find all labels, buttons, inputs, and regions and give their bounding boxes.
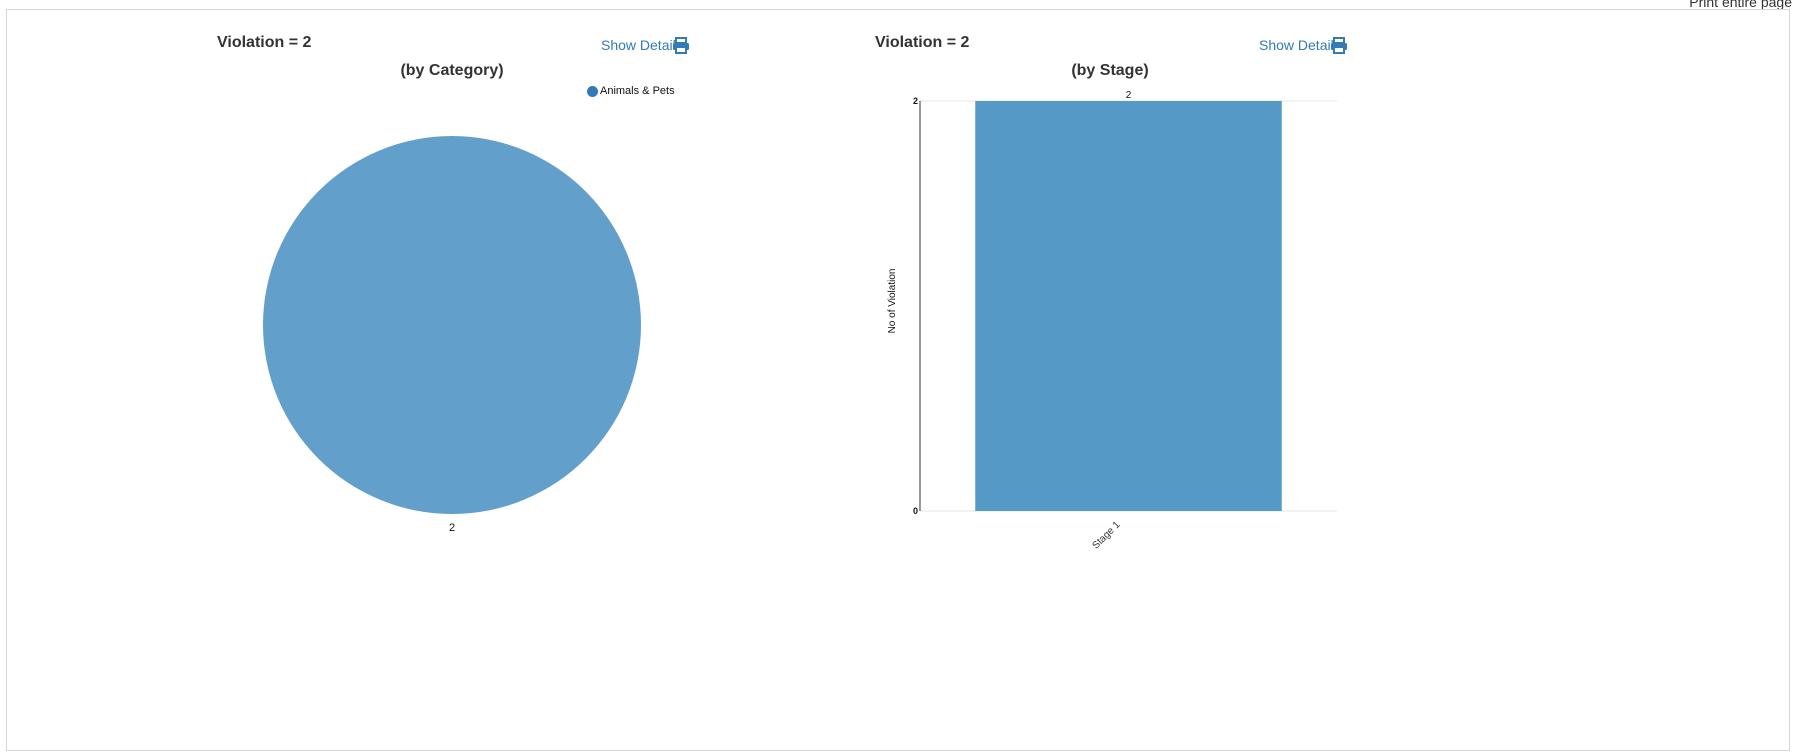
bar-data-label: 2 bbox=[1126, 90, 1132, 101]
stage-bar-chart: 2 Stage 1 0 2 No of Violation bbox=[887, 90, 1337, 552]
print-entire-page-link[interactable]: Print entire page bbox=[1689, 0, 1792, 10]
legend-label-animals-pets: Animals & Pets bbox=[600, 85, 675, 97]
category-chart-block: Violation = 2 Show Detail (by Category) … bbox=[7, 10, 887, 750]
charts-panel: Violation = 2 Show Detail (by Category) … bbox=[6, 9, 1790, 751]
pie-slice-animals-pets[interactable] bbox=[263, 136, 641, 514]
category-show-detail-link[interactable]: Show Detail bbox=[601, 37, 676, 53]
pie-data-label: 2 bbox=[449, 522, 455, 534]
category-violation-title: Violation = 2 bbox=[217, 34, 312, 51]
category-chart-subtitle: (by Category) bbox=[400, 62, 504, 79]
x-tick-label: Stage 1 bbox=[1090, 519, 1122, 551]
bar-stage-1[interactable] bbox=[975, 101, 1282, 511]
stage-show-detail-link[interactable]: Show Detail bbox=[1259, 37, 1334, 53]
print-icon[interactable] bbox=[1330, 37, 1348, 54]
stage-chart-block: Violation = 2 Show Detail (by Stage) 2 St… bbox=[875, 10, 1787, 750]
category-pie-chart: 2 bbox=[263, 136, 641, 534]
print-icon[interactable] bbox=[672, 37, 690, 54]
y-tick-label: 2 bbox=[913, 96, 918, 106]
y-axis-title: No of Violation bbox=[887, 269, 898, 334]
stage-chart-subtitle: (by Stage) bbox=[1071, 62, 1149, 79]
category-legend[interactable]: Animals & Pets bbox=[587, 85, 675, 97]
legend-dot-icon bbox=[587, 85, 598, 97]
y-tick-label: 0 bbox=[913, 506, 918, 516]
stage-violation-title: Violation = 2 bbox=[875, 34, 970, 51]
